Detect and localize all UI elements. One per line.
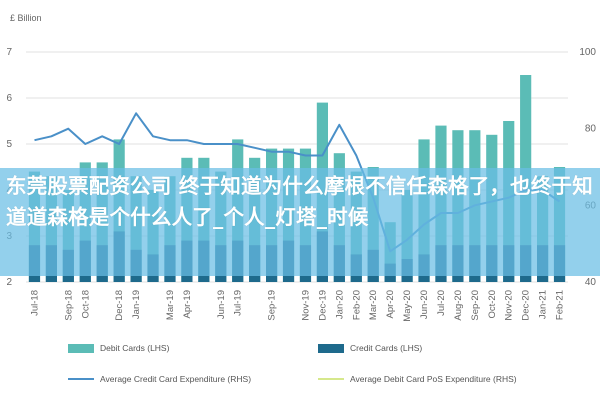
x-tick-label: Jan-19 [131, 290, 142, 319]
legend-swatch-credit [318, 343, 344, 353]
legend-swatch-avg-credit [68, 378, 94, 380]
x-tick-label: Jul-20 [436, 290, 447, 316]
legend-item-debit: Debit Cards (LHS) [68, 341, 169, 355]
left-tick-label: 6 [6, 93, 12, 104]
x-axis: Jul-18 Sep-18 Oct-18 Dec-18 Jan-19 Mar-19 Apr-… [29, 290, 565, 322]
left-tick-label: 5 [6, 139, 12, 150]
legend-swatch-avg-debit-pos [318, 378, 344, 380]
legend-label-debit: Debit Cards (LHS) [100, 343, 170, 353]
right-tick-label: 40 [585, 277, 597, 288]
x-tick-label: Dec-18 [114, 290, 125, 321]
legend-label-avg-credit: Average Credit Card Expenditure (RHS) [100, 374, 252, 384]
x-tick-label: Nov-19 [300, 290, 311, 321]
legend-item-avg-debit-pos: Average Debit Card PoS Expenditure (RHS) [318, 372, 517, 386]
right-tick-label: 80 [585, 124, 597, 135]
x-tick-label: Jan-20 [334, 290, 345, 319]
x-tick-label: Jun-19 [216, 290, 227, 319]
units-label: £ Billion [10, 13, 42, 23]
right-tick-label: 100 [579, 47, 596, 58]
x-tick-label: Aug-20 [453, 290, 464, 321]
x-tick-label: Nov-20 [504, 290, 515, 321]
x-tick-label: Oct-20 [487, 290, 498, 319]
x-tick-label: Dec-19 [317, 290, 328, 321]
x-tick-label: Oct-18 [80, 290, 91, 319]
legend-item-avg-credit: Average Credit Card Expenditure (RHS) [68, 372, 251, 386]
x-tick-label: Feb-20 [351, 290, 362, 320]
x-tick-label: Mar-20 [368, 290, 379, 320]
left-tick-label: 2 [6, 277, 12, 288]
x-tick-label: Sep-20 [470, 290, 481, 321]
x-tick-label: Jun-20 [419, 290, 430, 319]
legend-item-credit: Credit Cards (LHS) [318, 341, 422, 355]
legend-label-credit: Credit Cards (LHS) [350, 343, 423, 353]
chart-legend: Debit Cards (LHS) Credit Cards (LHS) Ave… [0, 336, 600, 400]
legend-swatch-debit [68, 343, 94, 353]
x-tick-label: Dec-20 [521, 290, 532, 321]
x-tick-label: Jul-18 [29, 290, 40, 316]
left-tick-label: 7 [6, 47, 12, 58]
caption-banner [0, 168, 600, 276]
x-tick-label: Mar-19 [165, 290, 176, 320]
x-tick-label: Sep-19 [267, 290, 278, 321]
x-tick-label: Sep-18 [63, 290, 74, 321]
x-tick-label: Apr-19 [182, 290, 193, 319]
caption-text: 东莞股票配资公司 终于知道为什么摩根不信任森格了，也终于知道道森格是个什么人了_… [6, 174, 593, 229]
legend-label-avg-debit-pos: Average Debit Card PoS Expenditure (RHS) [350, 374, 517, 384]
x-tick-label: Jul-19 [233, 290, 244, 316]
x-tick-label: May-20 [402, 290, 413, 322]
x-tick-label: Feb-21 [555, 290, 566, 320]
x-tick-label: Apr-20 [385, 290, 396, 319]
x-tick-label: Jan-21 [538, 290, 549, 319]
